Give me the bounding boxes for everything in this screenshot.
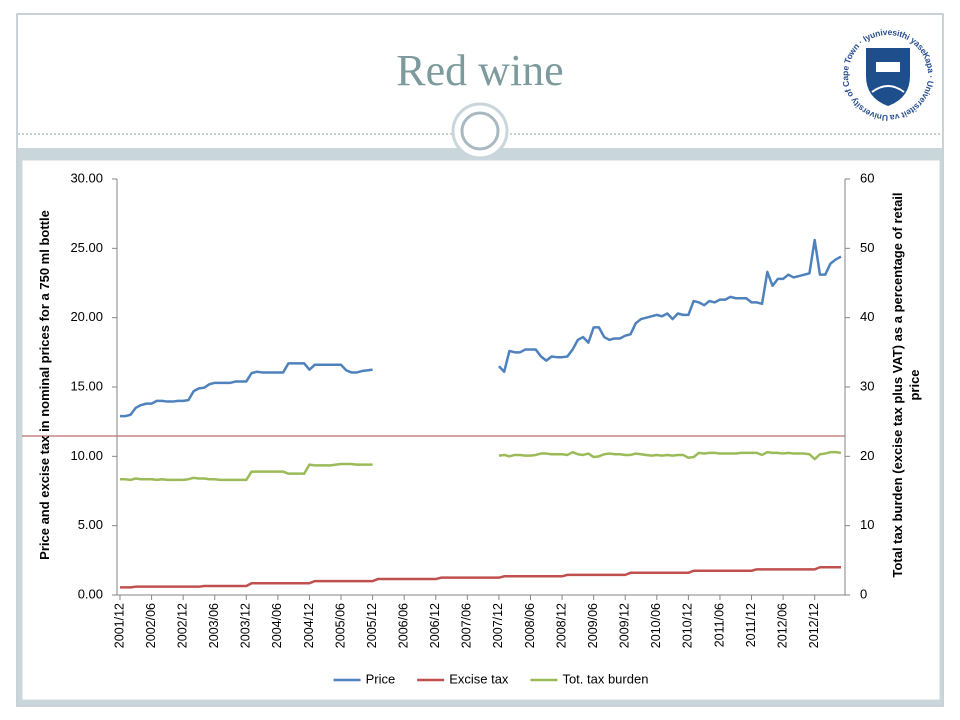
y-tick-label: 30.00 — [70, 170, 103, 185]
x-tick-label: 2012/12 — [807, 603, 821, 648]
x-tick-label: 2008/12 — [554, 603, 568, 648]
x-tick-label: 2005/06 — [333, 603, 347, 648]
slide-title: Red wine — [396, 46, 563, 95]
x-tick-label: 2003/06 — [207, 603, 221, 648]
y-tick-label: 0.00 — [78, 586, 103, 601]
legend-label: Excise tax — [449, 671, 509, 686]
y2-tick-label: 0 — [860, 586, 867, 601]
series-line — [120, 238, 842, 418]
x-tick-label: 2003/12 — [239, 603, 253, 648]
x-tick-label: 2011/06 — [712, 603, 726, 647]
x-tick-label: 2007/12 — [491, 603, 505, 648]
legend-label: Tot. tax burden — [562, 671, 648, 686]
x-tick-label: 2011/12 — [744, 603, 758, 647]
x-tick-label: 2004/12 — [302, 603, 316, 648]
x-tick-label: 2001/12 — [112, 603, 126, 648]
x-tick-label: 2009/12 — [618, 603, 632, 648]
x-tick-label: 2012/06 — [775, 603, 789, 648]
series-line — [120, 450, 842, 482]
logo-book — [876, 62, 900, 72]
y-tick-label: 20.00 — [70, 309, 103, 324]
logo-wave — [871, 85, 905, 93]
x-tick-label: 2009/06 — [586, 603, 600, 648]
x-tick-label: 2006/06 — [396, 603, 410, 648]
chart-area — [21, 159, 941, 701]
y-tick-label: 25.00 — [70, 240, 103, 255]
y-tick-label: 10.00 — [70, 448, 103, 463]
x-tick-label: 2004/06 — [270, 603, 284, 648]
series-line — [120, 566, 841, 589]
ornament-inner — [460, 111, 500, 151]
x-tick-label: 2010/06 — [649, 603, 663, 648]
y2-tick-label: 40 — [860, 309, 874, 324]
x-tick-label: 2005/12 — [365, 603, 379, 648]
y2-tick-label: 20 — [860, 448, 874, 463]
y2-tick-label: 50 — [860, 240, 874, 255]
y2-tick-label: 60 — [860, 170, 874, 185]
y-axis-title: Price and excise tax in nominal prices f… — [37, 210, 52, 560]
y-tick-label: 15.00 — [70, 378, 103, 393]
y2-tick-label: 10 — [860, 517, 874, 532]
legend-label: Price — [366, 671, 396, 686]
y2-tick-label: 30 — [860, 378, 874, 393]
x-tick-label: 2002/06 — [144, 603, 158, 648]
x-tick-label: 2006/12 — [428, 603, 442, 648]
x-tick-label: 2002/12 — [175, 603, 189, 648]
y2-axis-title: Total tax burden (excise tax plus VAT) a… — [890, 192, 922, 578]
x-tick-label: 2010/12 — [681, 603, 695, 648]
y-tick-label: 5.00 — [78, 517, 103, 532]
x-tick-label: 2008/06 — [523, 603, 537, 648]
x-tick-label: 2007/06 — [460, 603, 474, 648]
